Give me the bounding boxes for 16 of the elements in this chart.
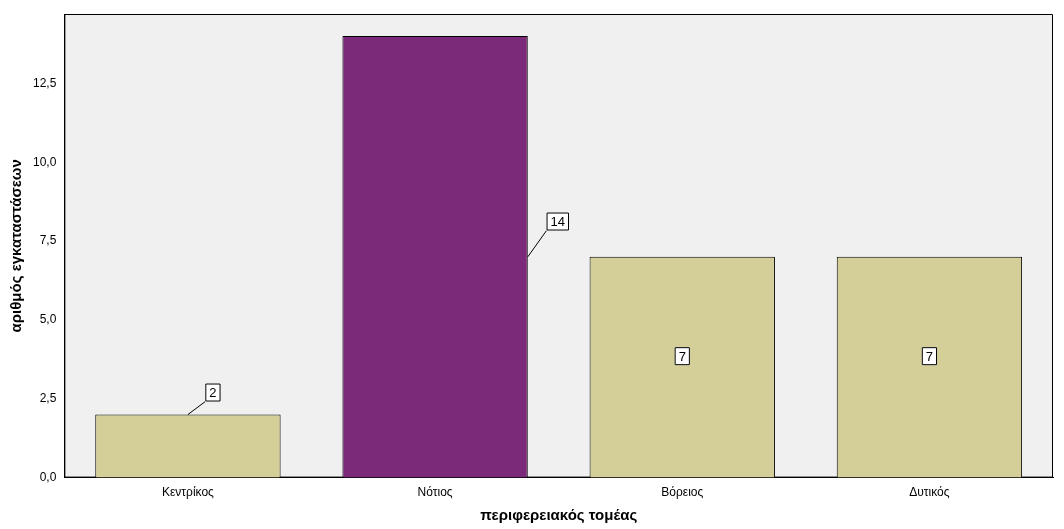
- x-tick-label: Δυτικός: [909, 485, 950, 500]
- y-axis-title: αριθμός εγκαταστάσεων: [7, 159, 25, 333]
- data-label: 2: [209, 385, 217, 401]
- data-label: 7: [678, 348, 686, 364]
- y-tick-label: 5,0: [39, 312, 57, 327]
- x-tick-label: Βόρειος: [661, 485, 704, 500]
- data-label: 7: [925, 348, 934, 364]
- x-tick-label: Κεντρίκος: [161, 485, 215, 500]
- y-tick-label: 0,0: [39, 469, 57, 484]
- x-axis-title: περιφερειακός τομέας: [480, 506, 638, 524]
- y-tick-label: 7,5: [39, 233, 57, 248]
- y-tick-label: 12,5: [33, 75, 57, 90]
- y-tick-label: 2,5: [39, 391, 57, 406]
- y-tick-label: 10,0: [33, 154, 57, 169]
- data-label: 14: [550, 214, 566, 230]
- x-tick-label: Νότιος: [417, 485, 453, 500]
